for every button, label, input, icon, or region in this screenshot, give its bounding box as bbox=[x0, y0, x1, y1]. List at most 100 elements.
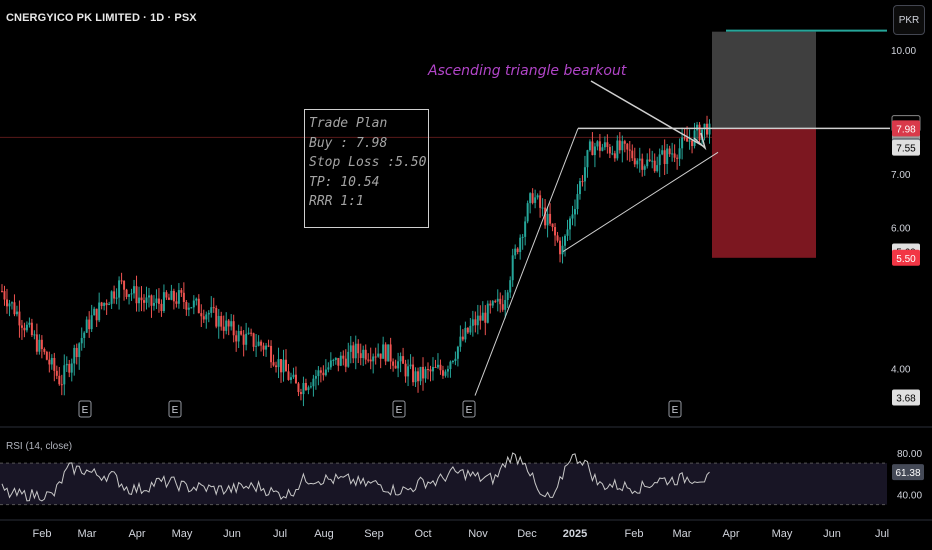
time-axis-label: Sep bbox=[364, 528, 384, 540]
candle-body bbox=[133, 286, 136, 294]
candle-body bbox=[230, 321, 233, 327]
candle-body bbox=[621, 141, 624, 151]
candle-body bbox=[419, 366, 422, 382]
candle-body bbox=[583, 167, 586, 182]
candle-body bbox=[170, 290, 173, 300]
price-tick-label: 10.00 bbox=[891, 46, 916, 57]
candle-body bbox=[531, 193, 534, 203]
time-axis-label: Feb bbox=[625, 528, 644, 540]
candle-body bbox=[382, 344, 385, 359]
candle-body bbox=[38, 339, 41, 352]
candle-body bbox=[95, 308, 98, 321]
candle-body bbox=[504, 300, 507, 310]
candle-body bbox=[327, 367, 330, 370]
candle-body bbox=[195, 298, 198, 301]
pattern-annotation[interactable]: Ascending triangle bearkout bbox=[428, 63, 627, 79]
candle-body bbox=[586, 150, 589, 168]
candle-body bbox=[237, 331, 240, 342]
candle-body bbox=[212, 307, 215, 309]
candle-body bbox=[633, 158, 636, 165]
candle-body bbox=[3, 291, 6, 300]
candle-body bbox=[424, 369, 427, 379]
candle-body bbox=[150, 295, 153, 306]
candle-body bbox=[292, 374, 295, 378]
candle-body bbox=[601, 147, 604, 151]
candle-body bbox=[80, 337, 83, 344]
candle-body bbox=[257, 341, 260, 346]
candle-body bbox=[105, 303, 108, 306]
earnings-marker: E bbox=[78, 400, 92, 418]
time-axis-label: 2025 bbox=[563, 528, 587, 540]
candle-body bbox=[394, 365, 397, 369]
candle-body bbox=[247, 332, 250, 334]
candle-body bbox=[18, 311, 21, 326]
candle-body bbox=[1, 290, 3, 292]
candle-body bbox=[35, 334, 38, 352]
rsi-value-bg bbox=[892, 464, 924, 481]
candle-body bbox=[454, 358, 457, 361]
candle-body bbox=[417, 371, 420, 382]
candle-body bbox=[165, 292, 168, 298]
candle-body bbox=[265, 345, 268, 350]
trend-line-up bbox=[474, 128, 579, 396]
candle-body bbox=[215, 307, 218, 327]
candle-body bbox=[646, 159, 649, 167]
candle-body bbox=[272, 362, 275, 366]
earnings-marker-box bbox=[392, 400, 406, 418]
candle-body bbox=[250, 332, 253, 334]
candle-body bbox=[245, 333, 248, 345]
candle-body bbox=[143, 300, 145, 303]
candle-body bbox=[43, 349, 46, 352]
time-axis-label: Jul bbox=[875, 528, 889, 540]
candle-body bbox=[387, 344, 390, 362]
candle-body bbox=[287, 371, 290, 380]
candle-body bbox=[404, 363, 407, 377]
candle-body bbox=[549, 213, 552, 224]
candle-body bbox=[596, 141, 599, 147]
candle-body bbox=[299, 392, 302, 395]
candle-body bbox=[222, 326, 225, 331]
rsi-pane bbox=[0, 452, 887, 506]
earnings-marker: E bbox=[462, 400, 476, 418]
candle-body bbox=[499, 298, 502, 305]
candle-body bbox=[187, 307, 190, 310]
candle-body bbox=[255, 345, 258, 347]
candle-body bbox=[63, 365, 66, 385]
candle-body bbox=[389, 344, 392, 362]
price-label-badge: 7.98 bbox=[892, 120, 920, 137]
candle-body bbox=[5, 299, 8, 307]
candle-body bbox=[297, 383, 300, 393]
candle-body bbox=[270, 345, 273, 363]
candle-body bbox=[666, 148, 669, 164]
candle-body bbox=[275, 365, 278, 368]
candle-body bbox=[10, 302, 13, 304]
candle-body bbox=[167, 297, 170, 300]
earnings-marker-box bbox=[168, 400, 182, 418]
candle-body bbox=[514, 248, 517, 256]
candle-body bbox=[23, 327, 26, 331]
price-label-text: 3.68 bbox=[896, 393, 916, 404]
candle-body bbox=[367, 359, 370, 361]
time-axis-label: Mar bbox=[78, 528, 97, 540]
currency-button[interactable]: PKR bbox=[893, 5, 925, 35]
candle-body bbox=[115, 297, 118, 299]
candle-body bbox=[334, 357, 337, 360]
candle-body bbox=[332, 359, 335, 361]
candle-body bbox=[471, 319, 474, 326]
candle-body bbox=[50, 357, 53, 365]
candle-body bbox=[648, 159, 651, 161]
candle-body bbox=[414, 371, 417, 383]
candle-body bbox=[606, 142, 609, 147]
candle-body bbox=[140, 297, 143, 301]
candle-body bbox=[342, 355, 345, 359]
candle-body bbox=[539, 195, 542, 208]
candle-body bbox=[571, 214, 574, 219]
time-axis-label: Mar bbox=[673, 528, 692, 540]
trade-plan-box[interactable]: Trade Plan Buy : 7.98 Stop Loss :5.50 TP… bbox=[304, 109, 429, 228]
candle-body bbox=[98, 302, 101, 321]
candle-body bbox=[407, 366, 410, 377]
candle-body bbox=[128, 294, 131, 297]
candle-body bbox=[506, 292, 509, 301]
candle-body bbox=[399, 356, 402, 362]
time-axis-label: Jul bbox=[273, 528, 287, 540]
